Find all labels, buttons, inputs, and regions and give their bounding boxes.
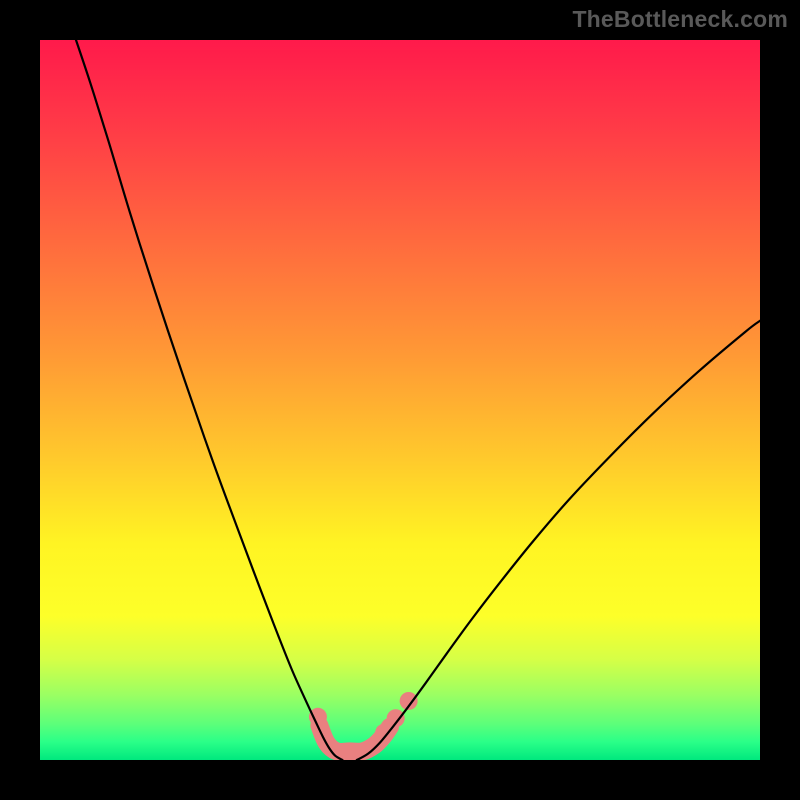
curve-marker	[309, 708, 327, 726]
chart-svg	[40, 40, 760, 760]
gradient-background	[40, 40, 760, 760]
watermark-text: TheBottleneck.com	[572, 6, 788, 33]
plot-area	[40, 40, 760, 760]
chart-frame: TheBottleneck.com	[0, 0, 800, 800]
